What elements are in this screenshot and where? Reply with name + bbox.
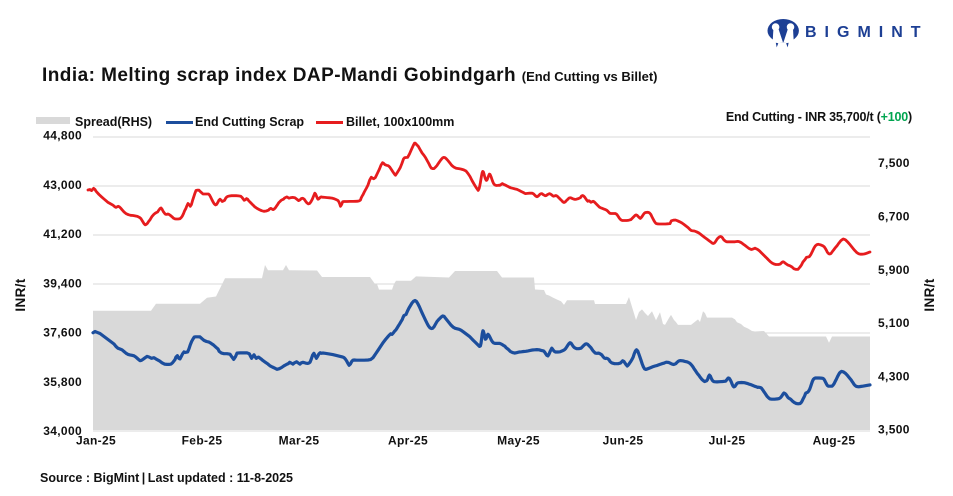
svg-text:May-25: May-25 — [497, 434, 540, 448]
svg-text:Mar-25: Mar-25 — [279, 434, 320, 448]
svg-text:Feb-25: Feb-25 — [182, 434, 223, 448]
svg-text:43,000: 43,000 — [43, 178, 82, 192]
svg-text:37,600: 37,600 — [43, 326, 82, 340]
svg-text:Aug-25: Aug-25 — [813, 434, 856, 448]
svg-text:INR/t: INR/t — [13, 278, 28, 311]
svg-text:6,700: 6,700 — [878, 209, 910, 223]
svg-text:Jul-25: Jul-25 — [709, 434, 746, 448]
svg-text:44,800: 44,800 — [43, 129, 82, 143]
svg-text:7,500: 7,500 — [878, 156, 910, 170]
svg-text:4,300: 4,300 — [878, 370, 910, 384]
svg-text:41,200: 41,200 — [43, 227, 82, 241]
svg-text:3,500: 3,500 — [878, 423, 910, 437]
svg-text:5,100: 5,100 — [878, 316, 910, 330]
svg-text:35,800: 35,800 — [43, 375, 82, 389]
svg-text:39,400: 39,400 — [43, 277, 82, 291]
svg-text:INR/t: INR/t — [922, 278, 937, 311]
svg-text:34,000: 34,000 — [43, 424, 82, 438]
svg-text:Apr-25: Apr-25 — [388, 434, 428, 448]
svg-text:Jun-25: Jun-25 — [603, 434, 644, 448]
svg-text:Jan-25: Jan-25 — [76, 434, 116, 448]
svg-text:5,900: 5,900 — [878, 263, 910, 277]
